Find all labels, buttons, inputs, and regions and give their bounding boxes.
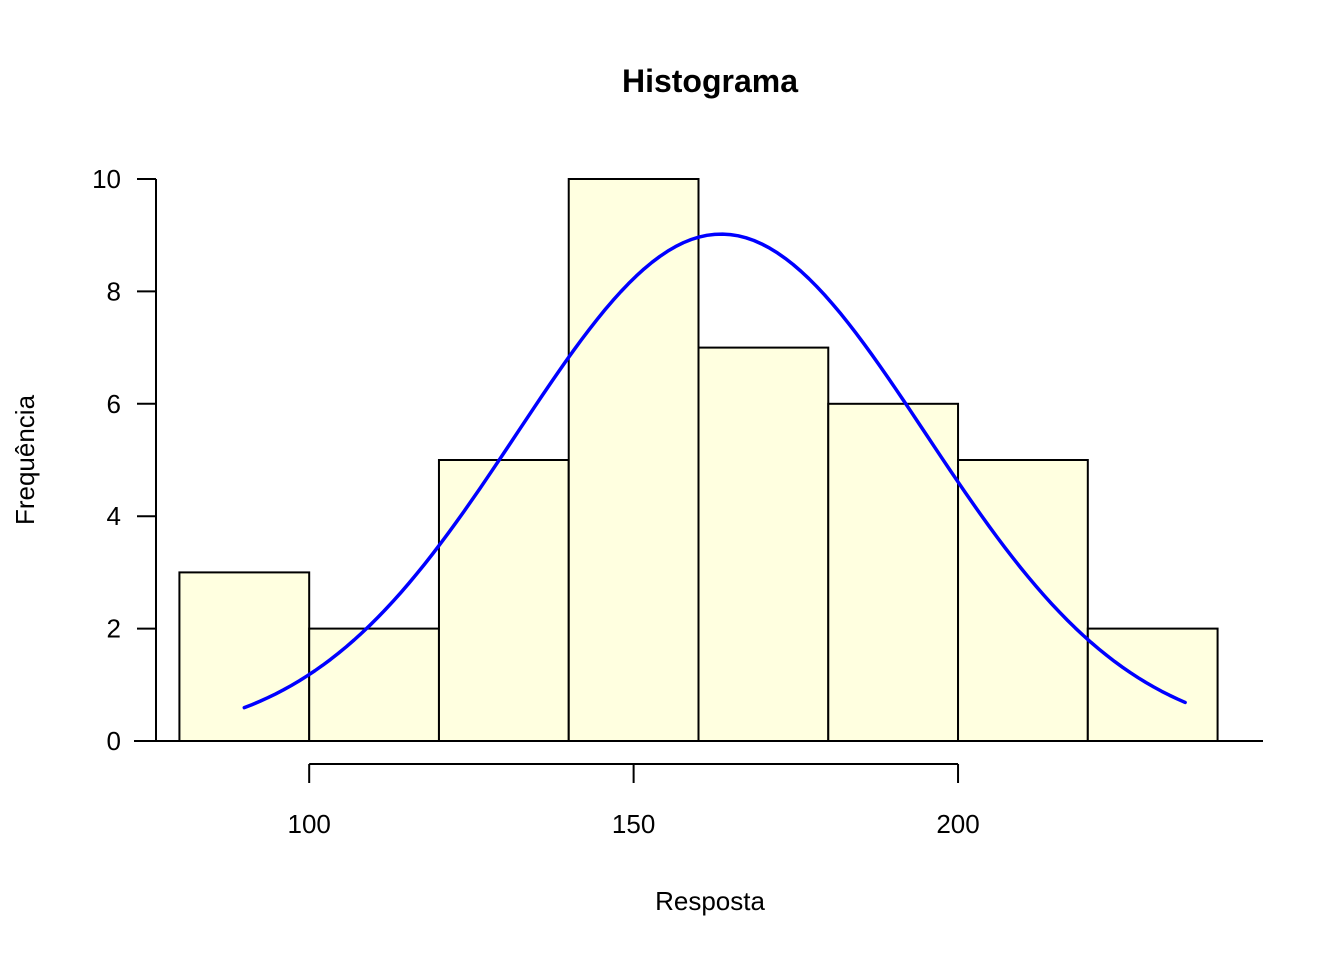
bars-group [178, 178, 1219, 743]
y-axis: 0 2 4 6 8 10 [92, 164, 157, 756]
y-tick-label: 6 [107, 389, 121, 419]
x-tick-label: 100 [287, 809, 330, 839]
histogram-bar [437, 459, 570, 742]
histogram-bar [827, 402, 960, 742]
x-axis: 100 150 200 [287, 763, 980, 839]
chart-title: Histograma [622, 63, 798, 99]
histogram-bar [697, 346, 830, 742]
x-axis-label: Resposta [655, 886, 765, 916]
y-tick-label: 2 [107, 614, 121, 644]
y-tick-label: 0 [107, 726, 121, 756]
histogram-bar [957, 459, 1089, 742]
histogram-bar [308, 627, 440, 742]
y-tick-label: 8 [107, 276, 121, 306]
histogram-bar [178, 571, 311, 743]
x-tick-label: 150 [612, 809, 655, 839]
x-tick-label: 200 [936, 809, 979, 839]
density-curve-layer [242, 232, 1187, 710]
histogram-bar [1086, 627, 1219, 742]
histogram-bar [567, 178, 700, 742]
y-tick-label: 4 [107, 501, 121, 531]
y-tick-label: 10 [92, 164, 121, 194]
y-axis-label: Frequência [10, 394, 40, 525]
density-curve [242, 232, 1187, 710]
